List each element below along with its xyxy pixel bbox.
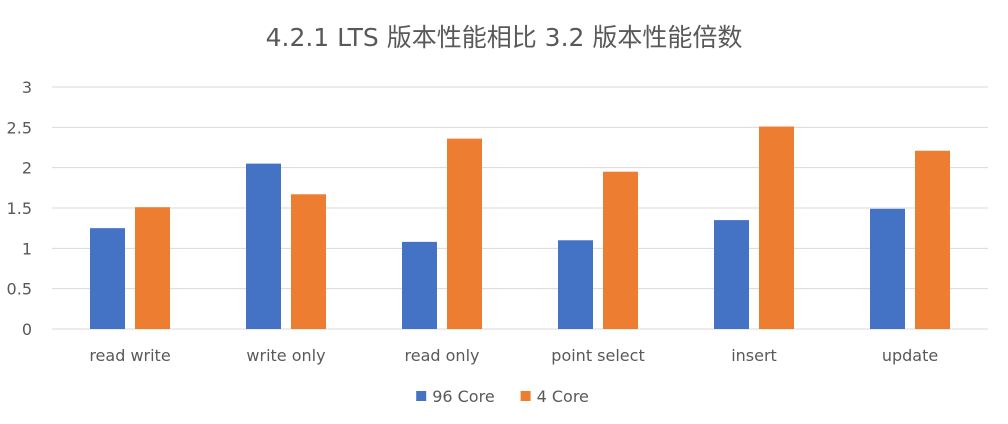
bars bbox=[90, 126, 950, 329]
y-tick-label: 3 bbox=[22, 78, 32, 97]
legend: 96 Core 4 Core bbox=[416, 387, 589, 406]
legend-swatch-4-core bbox=[520, 391, 531, 401]
bar-96-core-read-only bbox=[402, 241, 437, 329]
y-tick-label: 2 bbox=[22, 159, 32, 178]
bar-4-core-write-only bbox=[291, 194, 326, 329]
y-axis-ticks: 0 0.5 1 1.5 2 2.5 3 bbox=[7, 78, 32, 339]
bar-4-core-insert bbox=[759, 126, 794, 329]
x-category-label: write only bbox=[246, 346, 325, 365]
legend-label: 96 Core bbox=[432, 387, 494, 406]
y-tick-label: 2.5 bbox=[7, 118, 32, 137]
legend-label: 4 Core bbox=[537, 387, 589, 406]
y-tick-label: 0.5 bbox=[7, 280, 32, 299]
legend-swatch-96-core bbox=[416, 391, 427, 401]
bar-96-core-write-only bbox=[246, 163, 281, 329]
bar-4-core-update bbox=[915, 150, 950, 329]
x-category-label: read only bbox=[405, 346, 480, 365]
bar-96-core-insert bbox=[714, 220, 749, 329]
x-category-label: point select bbox=[551, 346, 644, 365]
gridlines bbox=[52, 86, 988, 330]
x-category-label: insert bbox=[731, 346, 777, 365]
bar-96-core-update bbox=[870, 208, 905, 329]
x-category-label: update bbox=[882, 346, 938, 365]
x-axis-categories: read write write only read only point selec… bbox=[89, 346, 938, 365]
y-tick-label: 1 bbox=[22, 239, 32, 258]
bar-4-core-point-select bbox=[603, 171, 638, 329]
x-category-label: read write bbox=[89, 346, 170, 365]
bar-96-core-point-select bbox=[558, 240, 593, 329]
y-tick-label: 0 bbox=[22, 320, 32, 339]
bar-4-core-read-only bbox=[447, 138, 482, 329]
bar-96-core-read-write bbox=[90, 228, 125, 329]
chart-title: 4.2.1 LTS 版本性能相比 3.2 版本性能倍数 bbox=[265, 23, 743, 52]
bar-4-core-read-write bbox=[135, 207, 170, 329]
y-tick-label: 1.5 bbox=[7, 199, 32, 218]
